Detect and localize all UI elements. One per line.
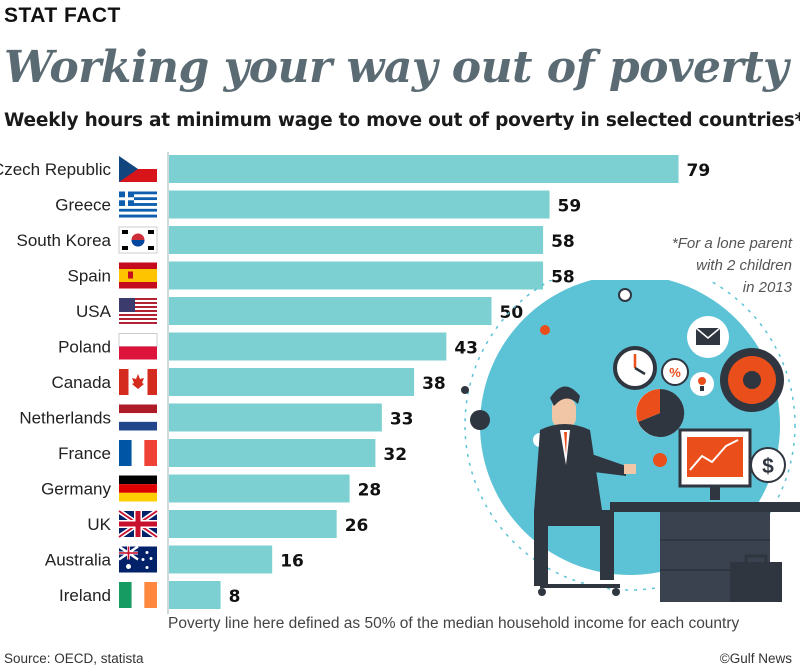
- category-label: USA: [76, 302, 112, 321]
- bar: [169, 190, 550, 219]
- gear-icon: [720, 348, 784, 412]
- note-line: with 2 children: [696, 257, 792, 274]
- value-label: 58: [551, 268, 575, 288]
- value-label: 8: [229, 587, 241, 607]
- source-text: Source: OECD, statista: [4, 651, 144, 666]
- clock-icon: [613, 346, 657, 390]
- briefcase-icon: [730, 554, 782, 602]
- value-label: 38: [422, 374, 446, 394]
- value-label: 58: [551, 232, 575, 252]
- bar: [169, 581, 221, 609]
- note-line: *For a lone parent: [671, 235, 792, 252]
- category-label: Netherlands: [19, 409, 111, 428]
- note-line: in 2013: [742, 279, 792, 296]
- bar: [169, 332, 447, 361]
- category-label: Germany: [41, 480, 111, 499]
- chart-subtitle: Weekly hours at minimum wage to move out…: [4, 110, 800, 131]
- category-label: Canada: [51, 373, 111, 392]
- value-label: 79: [687, 161, 711, 181]
- page-title: Working your way out of poverty: [4, 42, 789, 93]
- bar: [169, 226, 544, 254]
- chart-footnote: Poverty line here defined as 50% of the …: [168, 615, 740, 632]
- value-label: 32: [383, 445, 407, 465]
- mail-icon: [687, 316, 729, 358]
- svg-text:$: $: [762, 455, 774, 478]
- svg-text:%: %: [669, 365, 681, 380]
- category-label: Spain: [68, 267, 111, 286]
- pie-chart-icon: [636, 388, 685, 437]
- uk-flag-icon: [117, 508, 159, 540]
- percent-icon: %: [661, 358, 689, 386]
- category-label: Poland: [58, 338, 111, 357]
- south-korea-flag-icon: [118, 226, 158, 254]
- category-label: South Korea: [16, 231, 111, 250]
- category-label: UK: [87, 515, 111, 534]
- usa-flag-icon: [119, 298, 157, 324]
- greece-flag-icon: [119, 191, 157, 218]
- value-label: 43: [454, 339, 478, 359]
- value-label: 28: [358, 481, 382, 501]
- ireland-flag-icon: [119, 582, 157, 608]
- bar: [169, 155, 679, 183]
- france-flag-icon: [119, 440, 157, 466]
- bar: [169, 439, 376, 467]
- category-label: France: [58, 444, 111, 463]
- value-label: 16: [280, 552, 304, 572]
- czech-flag-icon: [119, 156, 157, 182]
- lightbulb-icon: [690, 372, 714, 396]
- category-label: Australia: [45, 551, 112, 570]
- value-label: 26: [345, 516, 369, 536]
- germany-flag-icon: [119, 475, 157, 502]
- bar: [169, 403, 382, 432]
- office-worker-illustration: % $: [461, 280, 800, 602]
- category-label: Greece: [55, 196, 111, 215]
- canada-flag-icon: [119, 369, 157, 395]
- bar: [169, 510, 337, 538]
- value-label: 33: [390, 410, 414, 430]
- businessman-figure: [534, 386, 636, 596]
- bar: [169, 474, 350, 503]
- value-label: 50: [500, 303, 524, 323]
- australia-flag-icon: [118, 545, 157, 573]
- chart-note: *For a lone parent with 2 children in 20…: [672, 233, 792, 299]
- poland-flag-icon: [118, 333, 158, 360]
- category-label: Czech Republic: [0, 160, 111, 179]
- spain-flag-icon: [119, 262, 157, 289]
- credit-text: ©Gulf News: [719, 651, 792, 666]
- netherlands-flag-icon: [119, 404, 157, 431]
- bar: [169, 297, 492, 325]
- chart-baseline: [167, 152, 169, 614]
- bar-chart: Czech Republic 79 Greece 59 South Korea 58 Spa…: [0, 155, 711, 609]
- bar: [169, 368, 415, 396]
- bar: [169, 261, 544, 290]
- dollar-icon: $: [750, 447, 786, 483]
- section-tag: STAT FACT: [4, 4, 121, 27]
- category-label: Ireland: [59, 586, 111, 605]
- monitor-icon: [678, 428, 752, 500]
- bar: [169, 545, 273, 574]
- value-label: 59: [558, 197, 582, 217]
